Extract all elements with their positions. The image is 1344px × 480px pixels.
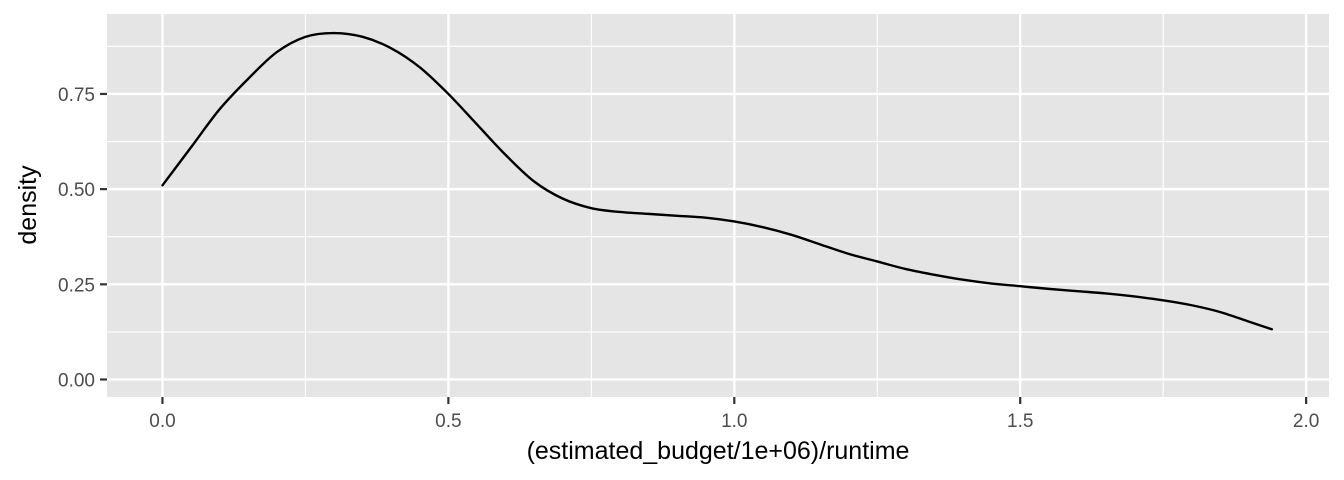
major-gridlines (107, 14, 1329, 397)
x-tick-label: 0.5 (435, 411, 461, 432)
x-axis: 0.0 0.5 1.0 1.5 2.0 (149, 397, 1319, 432)
x-tick-label: 1.5 (1007, 411, 1033, 432)
y-axis-title: density (14, 165, 42, 245)
y-tick-label: 0.00 (58, 370, 95, 391)
y-tick-label: 0.25 (58, 275, 95, 296)
x-tick-label: 2.0 (1293, 411, 1319, 432)
plot-panel (107, 14, 1329, 397)
minor-gridlines (107, 14, 1329, 397)
y-tick-label: 0.50 (58, 180, 95, 201)
y-tick-label: 0.75 (58, 85, 95, 106)
x-tick-label: 1.0 (721, 411, 747, 432)
x-tick-label: 0.0 (149, 411, 175, 432)
x-axis-title: (estimated_budget/1e+06)/runtime (527, 437, 910, 465)
y-axis: 0.00 0.25 0.50 0.75 (58, 85, 107, 391)
density-curve (161, 31, 1274, 331)
